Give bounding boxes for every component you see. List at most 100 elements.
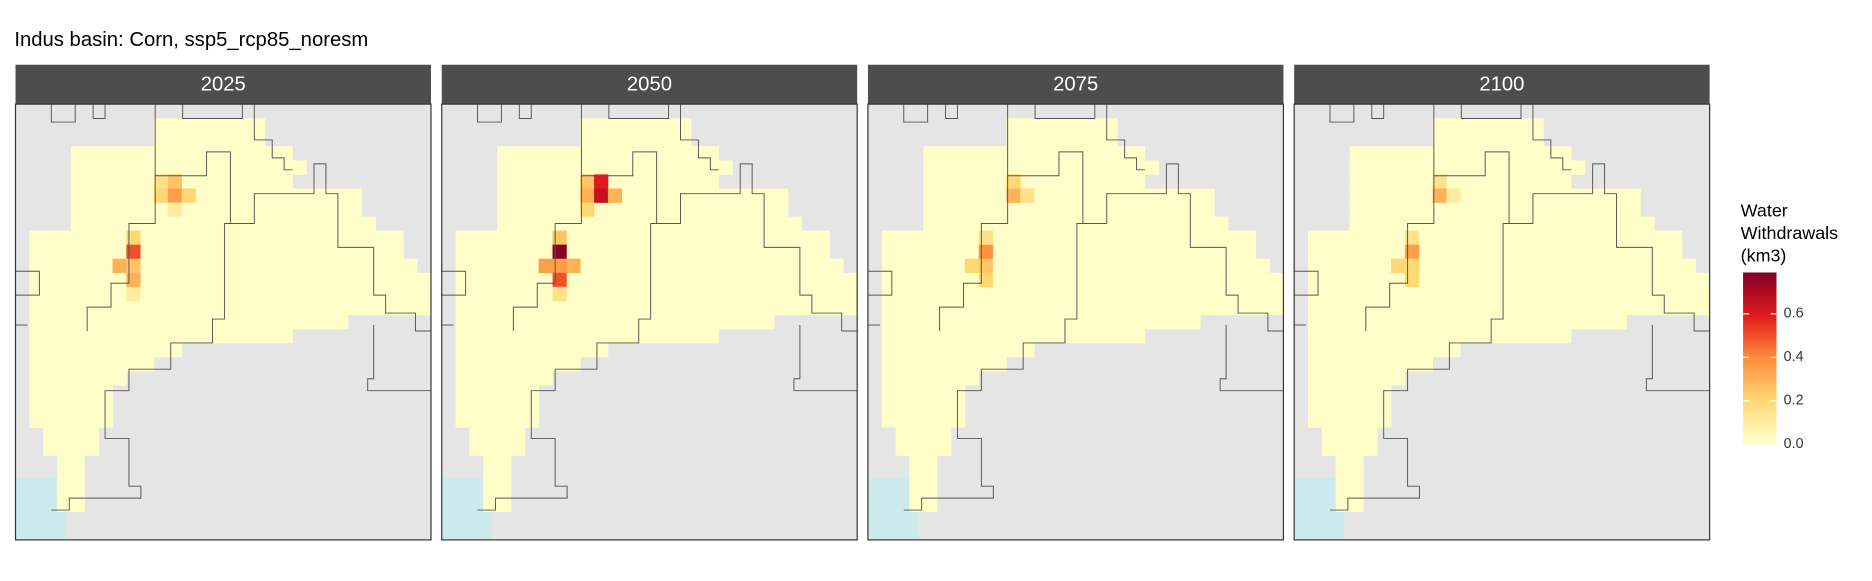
grid-cell — [774, 244, 789, 260]
grid-cell — [909, 314, 924, 330]
boundary — [182, 104, 243, 119]
grid-cell — [1200, 286, 1215, 302]
grid-cell — [843, 286, 858, 302]
grid-cell — [1488, 328, 1503, 344]
grid-cell — [635, 244, 650, 260]
grid-cell — [347, 300, 363, 316]
grid-cell — [455, 371, 470, 386]
grid-cell — [691, 202, 706, 217]
grid-cell — [497, 469, 512, 484]
grid-cell — [923, 230, 938, 246]
grid-cell — [278, 314, 293, 330]
grid-cell — [154, 328, 169, 344]
grid-cell — [1377, 230, 1392, 246]
grid-cell — [84, 427, 99, 442]
grid-cell — [1308, 413, 1323, 428]
grid-cell — [691, 286, 706, 302]
grid-cell — [264, 300, 280, 316]
grid-cell — [992, 314, 1007, 330]
grid-cell — [112, 328, 127, 344]
grid-cell — [1103, 118, 1118, 133]
grid-cell — [1668, 230, 1683, 246]
grid-cell — [98, 385, 113, 400]
grid-cell — [497, 146, 512, 161]
grid-cell — [1460, 132, 1475, 147]
grid-cell — [1501, 230, 1517, 246]
grid-cell — [1598, 244, 1614, 260]
grid-cell — [1515, 314, 1530, 330]
grid-cell — [250, 286, 266, 302]
grid-cell — [829, 300, 844, 316]
grid-cell — [607, 118, 623, 133]
grid-cell — [112, 230, 127, 246]
grid-cell — [154, 118, 169, 133]
grid-cell — [1377, 413, 1392, 428]
grid-cell — [250, 258, 266, 274]
grid-cell — [881, 272, 897, 288]
grid-cell — [1006, 328, 1021, 344]
grid-cell — [677, 188, 692, 203]
grid-cell — [1020, 174, 1035, 189]
grid-cell — [1488, 118, 1503, 133]
grid-cell — [1117, 160, 1132, 175]
grid-cell — [580, 160, 595, 175]
grid-cell — [829, 258, 844, 274]
grid-cell — [1404, 258, 1420, 274]
grid-cell — [320, 272, 335, 288]
grid-cell — [320, 286, 335, 302]
grid-cell — [1668, 258, 1683, 274]
grid-cell — [1349, 427, 1364, 442]
grid-cell — [195, 216, 210, 231]
grid-cell — [250, 244, 266, 260]
grid-cell — [1117, 328, 1132, 344]
grid-cell — [594, 174, 609, 189]
grid-cell — [1020, 343, 1035, 358]
grid-cell — [704, 314, 720, 330]
grid-cell — [1543, 160, 1558, 175]
grid-cell — [951, 357, 966, 372]
grid-cell — [552, 244, 567, 260]
grid-cell — [195, 160, 210, 175]
grid-cell — [1363, 427, 1378, 442]
grid-cell — [1529, 132, 1544, 147]
grid-cell — [538, 174, 553, 189]
grid-cell — [1321, 300, 1337, 316]
grid-cell — [1061, 118, 1077, 133]
grid-cell — [787, 244, 803, 260]
grid-cell — [389, 244, 404, 260]
grid-cell — [84, 399, 99, 414]
grid-cell — [937, 286, 952, 302]
grid-cell — [1144, 300, 1160, 316]
grid-cell — [223, 328, 238, 344]
grid-cell — [1488, 244, 1503, 260]
grid-cell — [1377, 357, 1392, 372]
grid-cell — [635, 314, 650, 330]
grid-cell — [1131, 314, 1146, 330]
grid-cell — [1006, 300, 1021, 316]
grid-cell — [57, 385, 72, 400]
grid-cell — [881, 328, 897, 344]
grid-cell — [84, 286, 99, 302]
grid-cell — [1089, 300, 1104, 316]
grid-cell — [909, 469, 924, 484]
grid-cell — [1089, 202, 1104, 217]
grid-cell — [1612, 258, 1627, 274]
grid-cell — [801, 300, 817, 316]
grid-cell — [140, 286, 155, 302]
grid-cell — [691, 300, 706, 316]
grid-cell — [167, 244, 183, 260]
grid-cell — [70, 343, 86, 358]
grid-cell — [635, 272, 650, 288]
grid-cell — [1144, 314, 1160, 330]
grid-cell — [951, 300, 966, 316]
grid-cell — [923, 385, 938, 400]
grid-cell — [978, 314, 993, 330]
grid-cell — [1488, 216, 1503, 231]
grid-cell — [621, 146, 636, 161]
grid-cell — [195, 118, 210, 133]
grid-cell — [167, 343, 183, 358]
boundary — [903, 104, 929, 123]
grid-cell — [1557, 272, 1572, 288]
grid-cell — [951, 371, 966, 386]
grid-cell — [1047, 286, 1063, 302]
